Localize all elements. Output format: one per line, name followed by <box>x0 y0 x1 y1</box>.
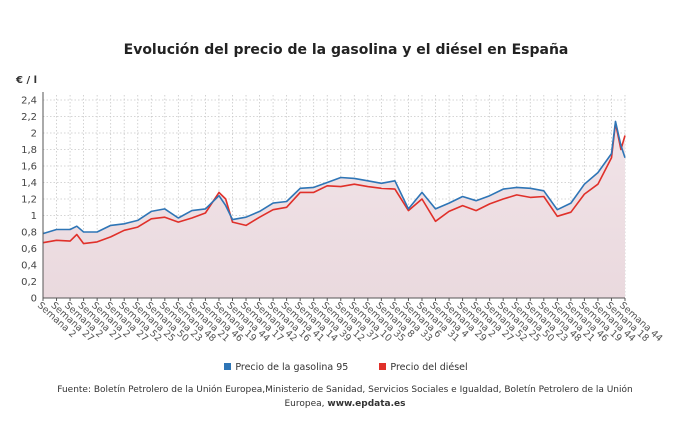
source-text: Fuente: Boletín Petrolero de la Unión Eu… <box>57 385 633 409</box>
legend-item-gasolina: Precio de la gasolina 95 <box>224 362 348 373</box>
legend: Precio de la gasolina 95 Precio del diés… <box>0 362 692 373</box>
y-axis-label: € / l <box>16 75 38 86</box>
legend-label-gasolina: Precio de la gasolina 95 <box>235 362 349 373</box>
chart-title: Evolución del precio de la gasolina y el… <box>123 42 569 58</box>
legend-label-diesel: Precio del diésel <box>390 362 468 373</box>
source-note: Fuente: Boletín Petrolero de la Unión Eu… <box>40 383 650 411</box>
y-tick-label: 0,6 <box>21 244 37 255</box>
y-tick-label: 1,4 <box>21 178 37 189</box>
diesel-line <box>42 122 626 245</box>
gasolina-line <box>42 120 626 235</box>
y-tick-label: 2,4 <box>21 96 37 107</box>
y-tick-label: 0,2 <box>21 277 37 288</box>
y-tick-label: 0,8 <box>21 228 37 239</box>
legend-swatch-gasolina <box>224 363 232 370</box>
y-tick-label: 1,8 <box>21 145 37 156</box>
y-tick-label: 0 <box>31 294 37 305</box>
y-tick-label: 2,2 <box>21 112 37 123</box>
line-chart: 00,20,40,60,811,21,41,61,822,22,4Semana … <box>21 92 664 344</box>
y-tick-label: 2 <box>31 129 37 140</box>
y-tick-label: 0,4 <box>21 261 37 272</box>
legend-item-diesel: Precio del diésel <box>379 362 468 373</box>
source-link[interactable]: www.epdata.es <box>327 399 406 409</box>
y-tick-label: 1,2 <box>21 195 37 206</box>
y-tick-label: 1,6 <box>21 162 37 173</box>
y-tick-label: 1 <box>31 211 37 222</box>
legend-swatch-diesel <box>379 363 387 370</box>
area-fill <box>43 121 625 299</box>
